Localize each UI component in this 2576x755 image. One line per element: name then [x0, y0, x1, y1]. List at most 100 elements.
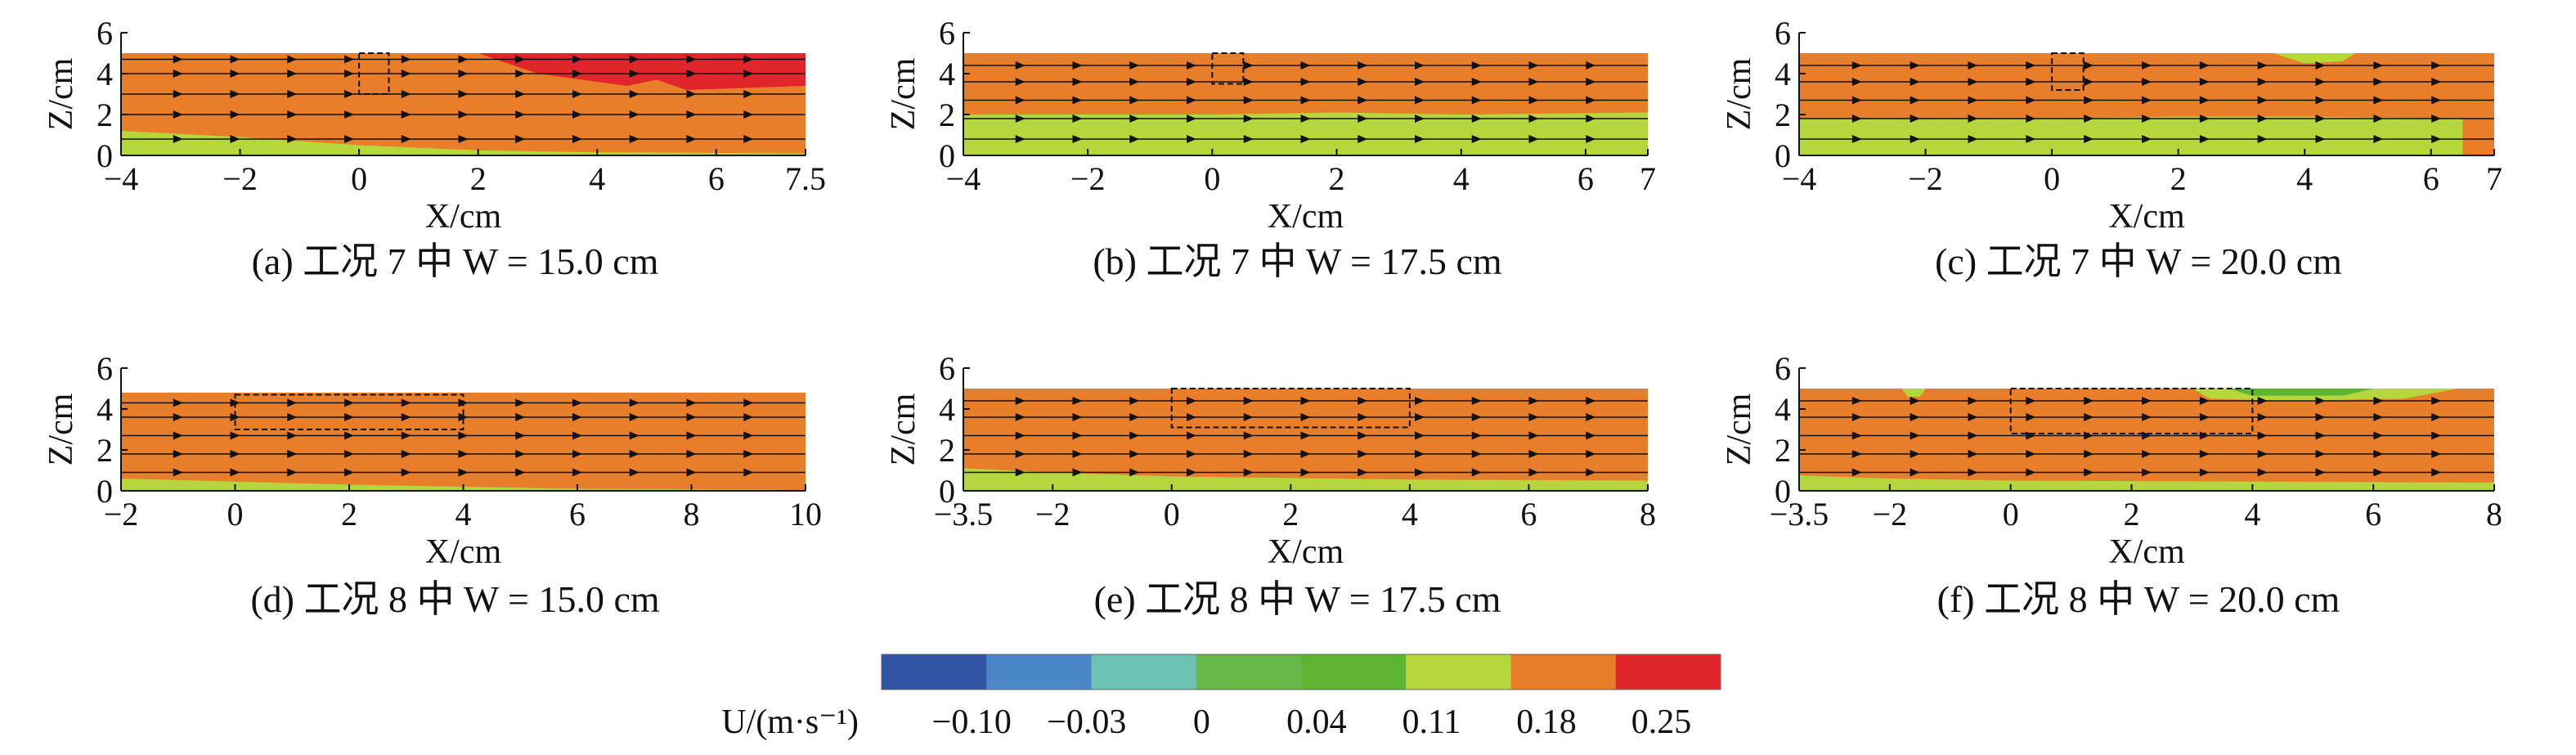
streamline-arrow	[344, 55, 354, 64]
streamline-arrow	[743, 135, 754, 143]
x-tick-label: −2	[222, 160, 258, 197]
streamline-arrow	[572, 413, 582, 421]
streamline-arrow	[1586, 431, 1596, 440]
streamline-arrow	[1910, 431, 1920, 440]
streamline-arrow	[2257, 413, 2268, 421]
streamline-arrow	[686, 55, 697, 64]
streamline-arrow	[401, 70, 411, 78]
streamline-arrow	[1415, 115, 1425, 123]
streamline-arrow	[230, 90, 240, 98]
streamline-arrow	[1015, 135, 1025, 143]
streamline-arrow	[1072, 397, 1083, 405]
streamline-arrow	[230, 70, 240, 78]
streamline-arrow	[1129, 135, 1140, 143]
panel-caption: (b) 工况 7 中 W = 17.5 cm	[1093, 240, 1502, 282]
y-tick-label: 0	[96, 473, 113, 510]
streamline-arrow	[1415, 78, 1425, 86]
streamline-arrow	[230, 413, 240, 421]
streamline-arrow	[173, 55, 183, 64]
streamline-arrow	[458, 55, 469, 64]
streamline-arrow	[1528, 61, 1539, 70]
panel-4: 0 2 4 6 −3.5 −2 0 2 4 6 8 X/cm Z/cm (e) 工况 8 中 W = 17…	[885, 350, 1656, 620]
streamline-arrow	[1586, 96, 1596, 105]
streamline-arrow	[1586, 468, 1596, 477]
streamline-arrow	[1851, 397, 1862, 405]
streamline-arrow	[2084, 413, 2094, 421]
streamline-arrow	[2315, 115, 2326, 123]
y-tick-label: 2	[96, 97, 113, 133]
streamline-arrow	[1187, 61, 1196, 70]
y-tick-label: 6	[1775, 350, 1791, 387]
colorbar-frame	[881, 654, 1721, 690]
streamline-arrow	[2315, 135, 2326, 143]
colorbar-swatch	[1091, 654, 1197, 690]
streamline-arrow	[1072, 413, 1083, 421]
x-tick-label: 0	[227, 496, 244, 533]
x-tick-label: 2	[470, 160, 487, 197]
x-tick-label: 0	[1204, 160, 1220, 197]
streamline-arrow	[1471, 78, 1482, 86]
streamline-arrow	[1968, 450, 1978, 458]
x-axis-label: X/cm	[2108, 533, 2185, 571]
streamline-arrow	[1968, 96, 1978, 105]
streamline-arrow	[1187, 413, 1196, 421]
streamline-arrow	[1851, 413, 1862, 421]
streamline-arrow	[344, 413, 354, 421]
colorbar-tick-label: 0	[1193, 703, 1210, 741]
streamline-arrow	[1129, 413, 1140, 421]
streamline-arrow	[629, 413, 640, 421]
streamline-arrow	[2257, 450, 2268, 458]
colorbar: U/(m·s⁻¹) −0.10 −0.03 0 0.04 0.11 0.18 0.25	[721, 654, 1721, 741]
streamline-arrow	[1072, 96, 1083, 105]
streamline-arrow	[401, 398, 411, 407]
streamline-arrow	[1358, 397, 1368, 405]
streamline-arrow	[1471, 397, 1482, 405]
structure-outline	[1170, 388, 1411, 429]
streamline-arrow	[515, 135, 526, 143]
streamline-arrow	[1415, 431, 1425, 440]
streamline-arrow	[572, 90, 582, 98]
streamline-arrow	[515, 431, 526, 440]
structure-outline	[1211, 52, 1245, 85]
streamline-arrow	[1072, 135, 1083, 143]
streamline-arrow	[1015, 413, 1025, 421]
x-tick-label: 0	[1164, 496, 1180, 533]
streamline-arrow	[401, 450, 411, 458]
structure-outline	[234, 393, 464, 430]
streamline-arrow	[515, 450, 526, 458]
streamline-arrow	[2026, 78, 2036, 86]
streamline-arrow	[515, 468, 526, 477]
streamline-arrow	[1910, 450, 1920, 458]
streamline-arrow	[1415, 96, 1425, 105]
streamline-arrow	[2257, 96, 2268, 105]
colorbar-swatch	[986, 654, 1092, 690]
streamline-arrow	[2199, 468, 2210, 477]
streamline-arrow	[401, 90, 411, 98]
streamline-arrow	[1471, 135, 1482, 143]
streamline-arrow	[401, 431, 411, 440]
colorbar-swatch	[1196, 654, 1302, 690]
streamline-arrow	[173, 431, 183, 440]
streamline-arrow	[1851, 96, 1862, 105]
x-tick-label: −2	[1035, 496, 1070, 533]
streamline-arrow	[1968, 468, 1978, 477]
y-axis-label: Z/cm	[1721, 57, 1758, 130]
streamline-arrow	[287, 70, 298, 78]
streamline-arrow	[1129, 468, 1140, 477]
streamline-arrow	[2026, 115, 2036, 123]
streamline-arrow	[173, 413, 183, 421]
streamline-arrow	[572, 398, 582, 407]
streamline-arrow	[401, 413, 411, 421]
panel-caption: (d) 工况 8 中 W = 15.0 cm	[250, 578, 660, 620]
streamline-arrow	[2315, 397, 2326, 405]
streamline-arrow	[1415, 135, 1425, 143]
streamline-arrow	[743, 413, 754, 421]
streamline-arrow	[401, 468, 411, 477]
streamline-arrow	[2026, 450, 2036, 458]
x-tick-label: 7	[2486, 160, 2502, 197]
streamline-arrow	[344, 90, 354, 98]
streamline-arrow	[1528, 135, 1539, 143]
x-tick-label: 4	[456, 496, 472, 533]
streamline-arrow	[2257, 135, 2268, 143]
